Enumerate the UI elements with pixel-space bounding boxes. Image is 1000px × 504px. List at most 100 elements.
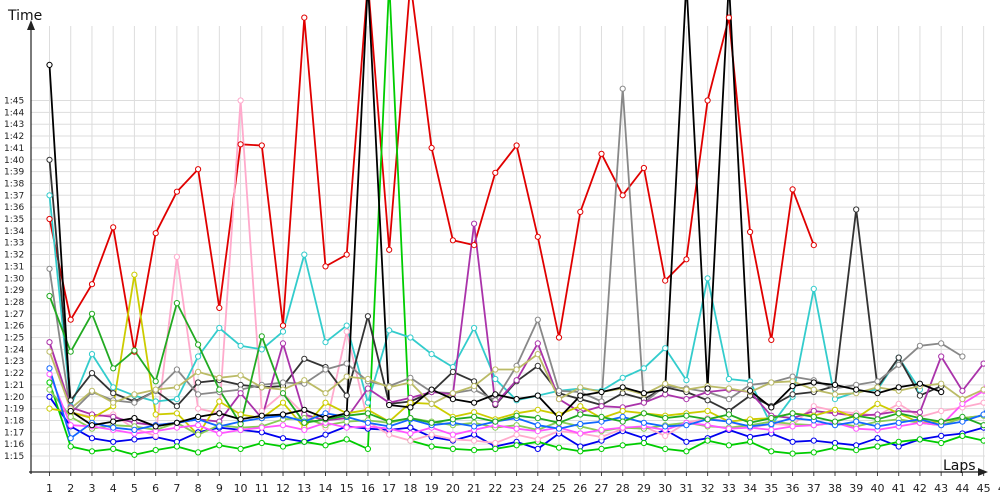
data-point [705,386,710,391]
data-point [47,372,52,377]
y-tick-label: 1:15 [4,452,24,462]
data-point [174,404,179,409]
x-tick-label: 2 [67,482,74,495]
data-point [111,446,116,451]
y-tick-label: 1:29 [4,286,24,296]
y-tick-label: 1:21 [4,381,24,391]
data-point [344,425,349,430]
data-point [493,367,498,372]
data-point [196,450,201,455]
data-point [939,381,944,386]
data-point [472,448,477,453]
x-tick-label: 13 [297,482,311,495]
data-point [302,15,307,20]
x-tick-label: 6 [152,482,159,495]
y-tick-label: 1:38 [4,179,24,189]
x-tick-label: 38 [828,482,842,495]
x-tick-label: 42 [913,482,927,495]
data-point [259,385,264,390]
data-point [599,427,604,432]
data-point [641,420,646,425]
data-point [196,414,201,419]
data-point [705,276,710,281]
data-point [344,323,349,328]
y-tick-label: 1:20 [4,393,24,403]
data-point [111,439,116,444]
data-point [280,329,285,334]
data-point [387,432,392,437]
data-point [174,189,179,194]
data-point [663,416,668,421]
x-tick-label: 19 [425,482,439,495]
data-point [705,98,710,103]
data-point [132,400,137,405]
data-point [641,411,646,416]
x-tick-label: 7 [173,482,180,495]
data-point [450,391,455,396]
data-point [578,385,583,390]
data-point [344,393,349,398]
data-point [599,151,604,156]
data-point [280,412,285,417]
data-point [280,423,285,428]
data-point [387,385,392,390]
data-point [514,367,519,372]
data-point [811,450,816,455]
data-point [790,451,795,456]
data-point [387,402,392,407]
data-point [111,419,116,424]
y-tick-label: 1:23 [4,357,24,367]
data-point [493,401,498,406]
data-point [153,399,158,404]
data-point [68,414,73,419]
data-point [323,340,328,345]
y-tick-label: 1:16 [4,440,24,450]
data-point [89,388,94,393]
data-point [47,340,52,345]
data-point [111,366,116,371]
data-point [726,426,731,431]
y-tick-label: 1:45 [4,97,24,107]
data-point [174,397,179,402]
data-point [663,424,668,429]
data-point [323,367,328,372]
data-point [429,145,434,150]
data-point [684,423,689,428]
data-point [196,167,201,172]
data-point [89,371,94,376]
data-point [939,341,944,346]
data-point [344,252,349,257]
data-point [47,387,52,392]
data-point [705,438,710,443]
data-point [365,411,370,416]
data-point [981,387,986,392]
data-point [217,443,222,448]
data-point [47,406,52,411]
x-tick-label: 26 [573,482,587,495]
data-point [323,400,328,405]
x-tick-label: 22 [488,482,502,495]
data-point [493,419,498,424]
data-point [854,426,859,431]
data-point [578,209,583,214]
data-point [939,419,944,424]
data-point [790,424,795,429]
x-tick-label: 15 [340,482,354,495]
data-point [981,423,986,428]
data-point [641,165,646,170]
x-tick-label: 33 [722,482,736,495]
data-point [196,369,201,374]
x-tick-label: 9 [216,482,223,495]
y-tick-label: 1:22 [4,369,24,379]
data-point [408,425,413,430]
data-point [365,420,370,425]
data-point [875,379,880,384]
data-point [408,438,413,443]
data-point [365,400,370,405]
data-point [153,448,158,453]
data-point [514,443,519,448]
data-point [47,349,52,354]
data-point [111,391,116,396]
data-point [535,446,540,451]
series-line-7 [50,89,963,414]
